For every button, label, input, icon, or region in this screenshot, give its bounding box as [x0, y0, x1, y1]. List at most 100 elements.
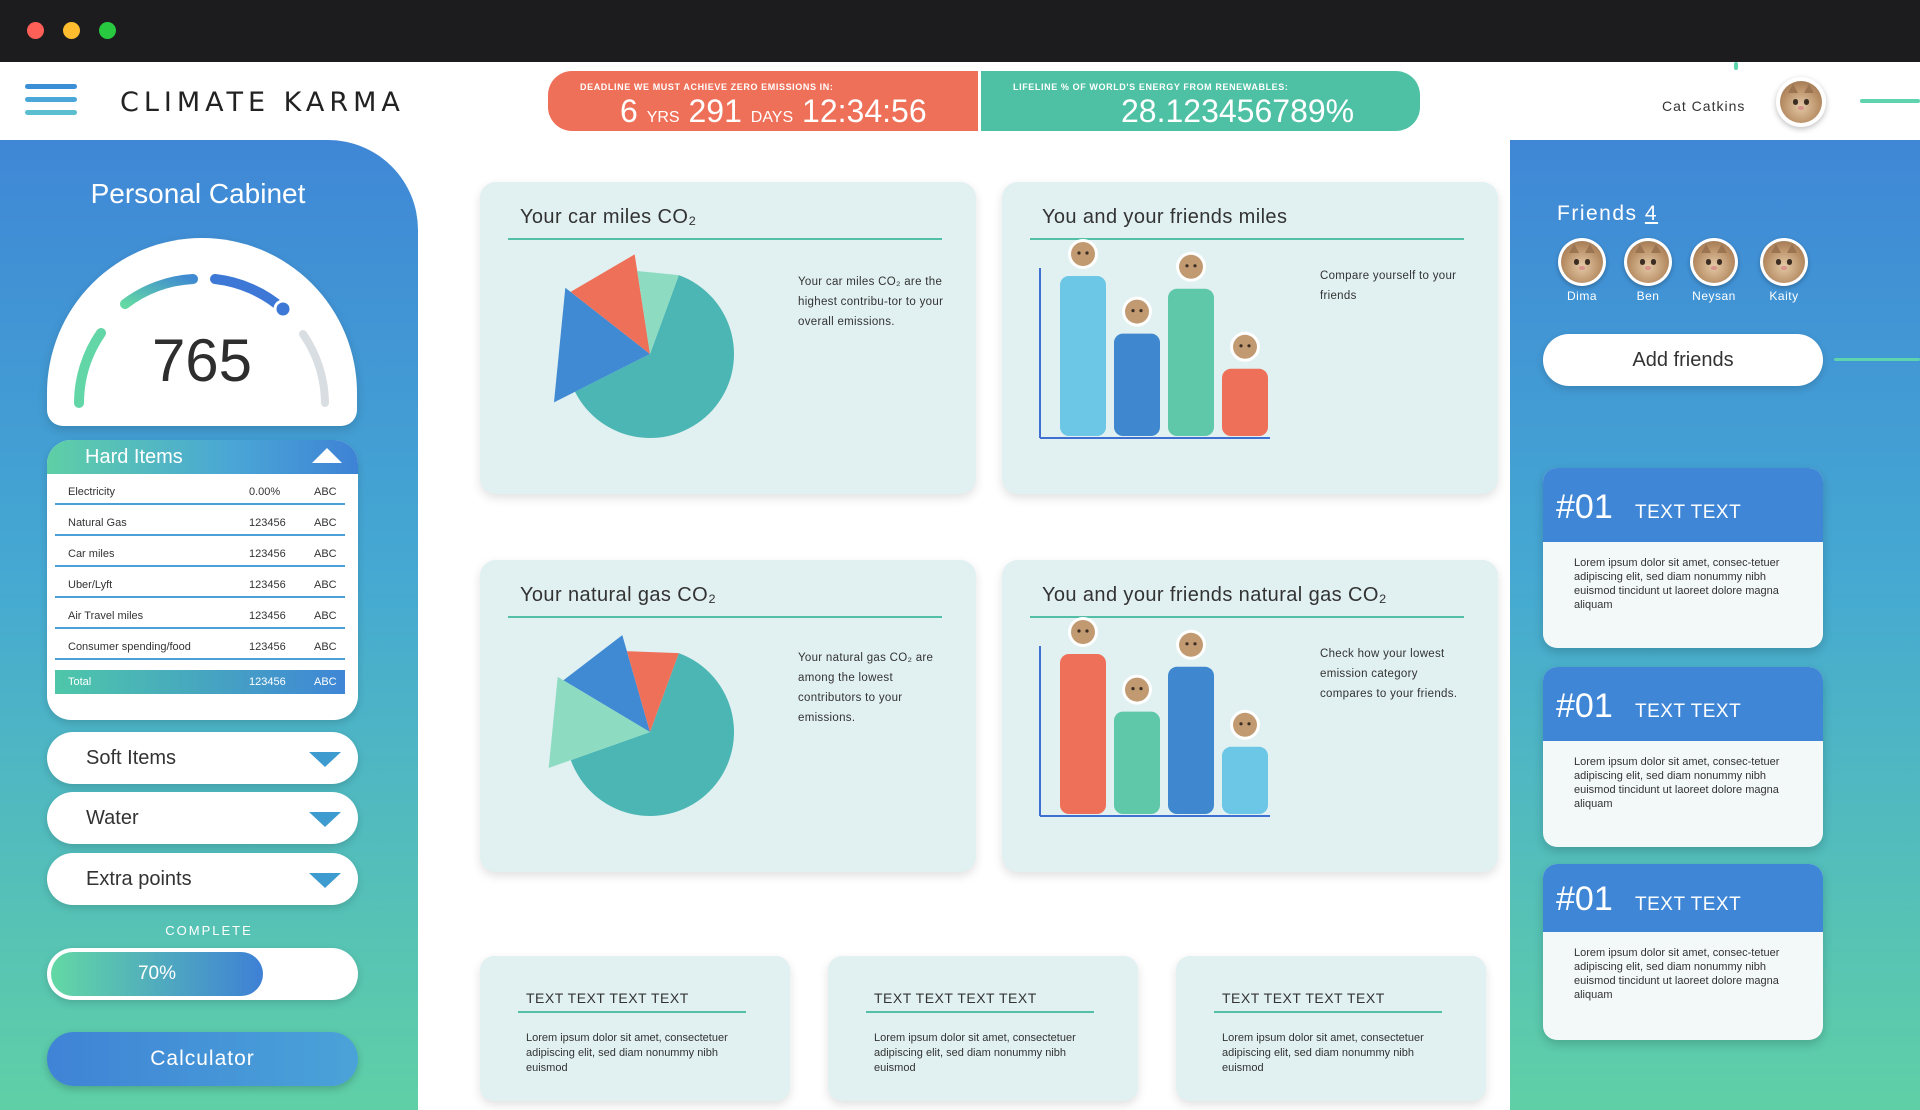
chevron-down-icon[interactable] — [309, 752, 341, 767]
bar — [1114, 711, 1160, 814]
water-accordion[interactable]: Water — [47, 792, 358, 844]
chevron-down-icon[interactable] — [309, 812, 341, 827]
maximize-window-button[interactable] — [99, 22, 116, 39]
accordion-label: Extra points — [86, 868, 192, 890]
gauge-arc-segment — [210, 274, 288, 314]
bar — [1168, 666, 1214, 814]
table-row[interactable]: Air Travel miles 123456 ABC — [55, 598, 345, 629]
table-row[interactable]: Consumer spending/food 123456 ABC — [55, 629, 345, 660]
pie-slice — [570, 653, 734, 816]
table-row[interactable]: Natural Gas 123456 ABC — [55, 505, 345, 536]
info-card-title: TEXT TEXT TEXT TEXT — [526, 990, 689, 1006]
lifeline-counter: LIFELINE % OF WORLD'S ENERGY FROM RENEWA… — [981, 71, 1420, 131]
natural-gas-pie-chart — [548, 635, 734, 816]
total-row: Total 123456 ABC — [55, 670, 345, 694]
row-value: 123456 — [249, 517, 286, 529]
card-title: Your natural gas CO₂ — [520, 584, 717, 606]
friend-avatar[interactable] — [1624, 238, 1672, 286]
hard-items-title: Hard Items — [85, 446, 183, 468]
decorative-tick — [1734, 62, 1738, 70]
row-name: Consumer spending/food — [68, 641, 191, 653]
info-card[interactable]: TEXT TEXT TEXT TEXT Lorem ipsum dolor si… — [480, 956, 790, 1101]
friend-avatar[interactable] — [1558, 238, 1606, 286]
caret-up-icon[interactable] — [312, 448, 342, 463]
cat-avatar-icon — [1627, 241, 1669, 283]
tip-number: #01 — [1556, 880, 1613, 918]
cat-eye — [1247, 722, 1251, 726]
total-name: Total — [68, 676, 92, 688]
car-miles-card: Your car miles CO₂ Your car miles CO₂ ar… — [480, 182, 976, 494]
table-row[interactable]: Uber/Lyft 123456 ABC — [55, 567, 345, 598]
cat-eye — [1247, 344, 1251, 348]
friend-avatar[interactable] — [1690, 238, 1738, 286]
calculator-button[interactable]: Calculator — [47, 1032, 358, 1086]
info-card[interactable]: TEXT TEXT TEXT TEXT Lorem ipsum dolor si… — [828, 956, 1138, 1101]
bar — [1060, 654, 1106, 814]
gauge-arc-segment — [120, 274, 198, 309]
user-name[interactable]: Cat Catkins — [1662, 98, 1746, 114]
cat-avatar-icon — [1561, 241, 1603, 283]
card-divider — [866, 1011, 1094, 1013]
friends-natural-gas-bar-chart — [1039, 617, 1270, 817]
friend-avatar[interactable] — [1760, 238, 1808, 286]
tip-card[interactable]: #01 TEXT TEXT Lorem ipsum dolor sit amet… — [1543, 667, 1823, 847]
card-description: Your natural gas CO₂ are among the lowes… — [798, 652, 934, 724]
accordion-label: Water — [86, 807, 139, 829]
card-description: Compare yourself to your friends — [1320, 270, 1457, 302]
row-name: Uber/Lyft — [68, 579, 113, 591]
row-value: 123456 — [249, 579, 286, 591]
row-name: Natural Gas — [68, 517, 127, 529]
add-friends-button[interactable]: Add friends — [1543, 334, 1823, 386]
friend-name[interactable]: Ben — [1636, 289, 1660, 303]
bar — [1222, 368, 1268, 436]
pie-slice — [548, 676, 650, 768]
tip-header: #01 TEXT TEXT — [1543, 468, 1823, 542]
extra-points-accordion[interactable]: Extra points — [47, 853, 358, 905]
cat-avatar-icon — [1071, 620, 1095, 644]
cat-eye — [1193, 264, 1197, 268]
brand-logo: CLIMATE KARMA — [120, 87, 405, 118]
card-description: Check how your lowest emission category … — [1320, 648, 1458, 700]
cat-avatar-icon — [1233, 712, 1257, 737]
hamburger-menu-icon[interactable] — [25, 84, 77, 116]
row-value: 123456 — [249, 610, 286, 622]
user-avatar[interactable] — [1776, 77, 1826, 127]
friends-count[interactable]: 4 — [1644, 202, 1659, 225]
close-window-button[interactable] — [27, 22, 44, 39]
deadline-time: 12:34:56 — [802, 93, 927, 129]
friend-name[interactable]: Dima — [1566, 289, 1597, 303]
tip-header: #01 TEXT TEXT — [1543, 667, 1823, 741]
total-unit: ABC — [314, 676, 337, 688]
friend-name[interactable]: Kaity — [1769, 289, 1799, 303]
soft-items-accordion[interactable]: Soft Items — [47, 732, 358, 784]
hard-items-header[interactable]: Hard Items — [47, 440, 358, 474]
pie-slice — [637, 270, 679, 354]
natural-gas-card: Your natural gas CO₂ Your natural gas CO… — [480, 560, 976, 872]
row-unit: ABC — [314, 486, 337, 498]
tip-card[interactable]: #01 TEXT TEXT Lorem ipsum dolor sit amet… — [1543, 468, 1823, 648]
card-divider — [1214, 1011, 1442, 1013]
info-card-body: Lorem ipsum dolor sit amet, consectetuer… — [1222, 1032, 1424, 1074]
tip-card[interactable]: #01 TEXT TEXT Lorem ipsum dolor sit amet… — [1543, 864, 1823, 1040]
cat-eye — [1085, 629, 1089, 633]
bar — [1222, 746, 1268, 814]
tip-number: #01 — [1556, 488, 1613, 526]
tip-tag: TEXT TEXT — [1635, 894, 1742, 915]
table-row[interactable]: Car miles 123456 ABC — [55, 536, 345, 567]
card-divider — [508, 616, 942, 618]
cat-eye — [1131, 687, 1135, 691]
decorative-line — [1860, 99, 1920, 103]
tip-body: Lorem ipsum dolor sit amet, consec-tetue… — [1574, 557, 1780, 611]
progress-text: 70% — [137, 963, 177, 984]
card-description: Your car miles CO₂ are the highest contr… — [798, 276, 944, 328]
pie-slice — [570, 254, 650, 354]
cat-eye — [1077, 629, 1081, 633]
friend-name[interactable]: Neysan — [1692, 289, 1736, 303]
cat-avatar-icon — [1071, 242, 1095, 266]
table-row[interactable]: Electricity 0.00% ABC — [55, 474, 345, 505]
info-card[interactable]: TEXT TEXT TEXT TEXT Lorem ipsum dolor si… — [1176, 956, 1486, 1101]
deadline-days: 291 — [688, 93, 742, 129]
minimize-window-button[interactable] — [63, 22, 80, 39]
bar — [1168, 288, 1214, 436]
chevron-down-icon[interactable] — [309, 873, 341, 888]
